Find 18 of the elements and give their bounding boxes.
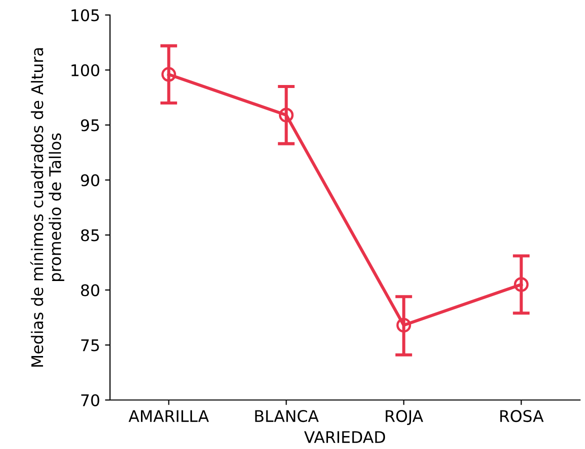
- point: [396, 318, 412, 333]
- y-tick-label: 75: [81, 339, 99, 352]
- x-tick-label: ROJA: [386, 410, 424, 426]
- point: [161, 67, 176, 82]
- y-tick-label: 95: [80, 119, 99, 132]
- y-tick-label: 105: [72, 9, 99, 22]
- x-tick-label: BLANCA: [255, 410, 319, 422]
- y-tick-label: 100: [72, 64, 100, 76]
- y-tick-label: 90: [80, 174, 100, 186]
- point: [514, 277, 529, 292]
- x-tick-label: ROSA: [500, 410, 544, 422]
- y-tick-label: 70: [81, 394, 100, 406]
- x-tick-label: AMARILLA: [128, 410, 209, 422]
- x-axis-title: VARIEDAD: [304, 431, 386, 443]
- y-axis-title: Medias de mínimos cuadrados de Altura promedio de Tallos: [30, 48, 64, 367]
- y-tick-label: 85: [81, 229, 99, 242]
- point: [278, 108, 294, 122]
- y-tick-label: 80: [81, 284, 100, 296]
